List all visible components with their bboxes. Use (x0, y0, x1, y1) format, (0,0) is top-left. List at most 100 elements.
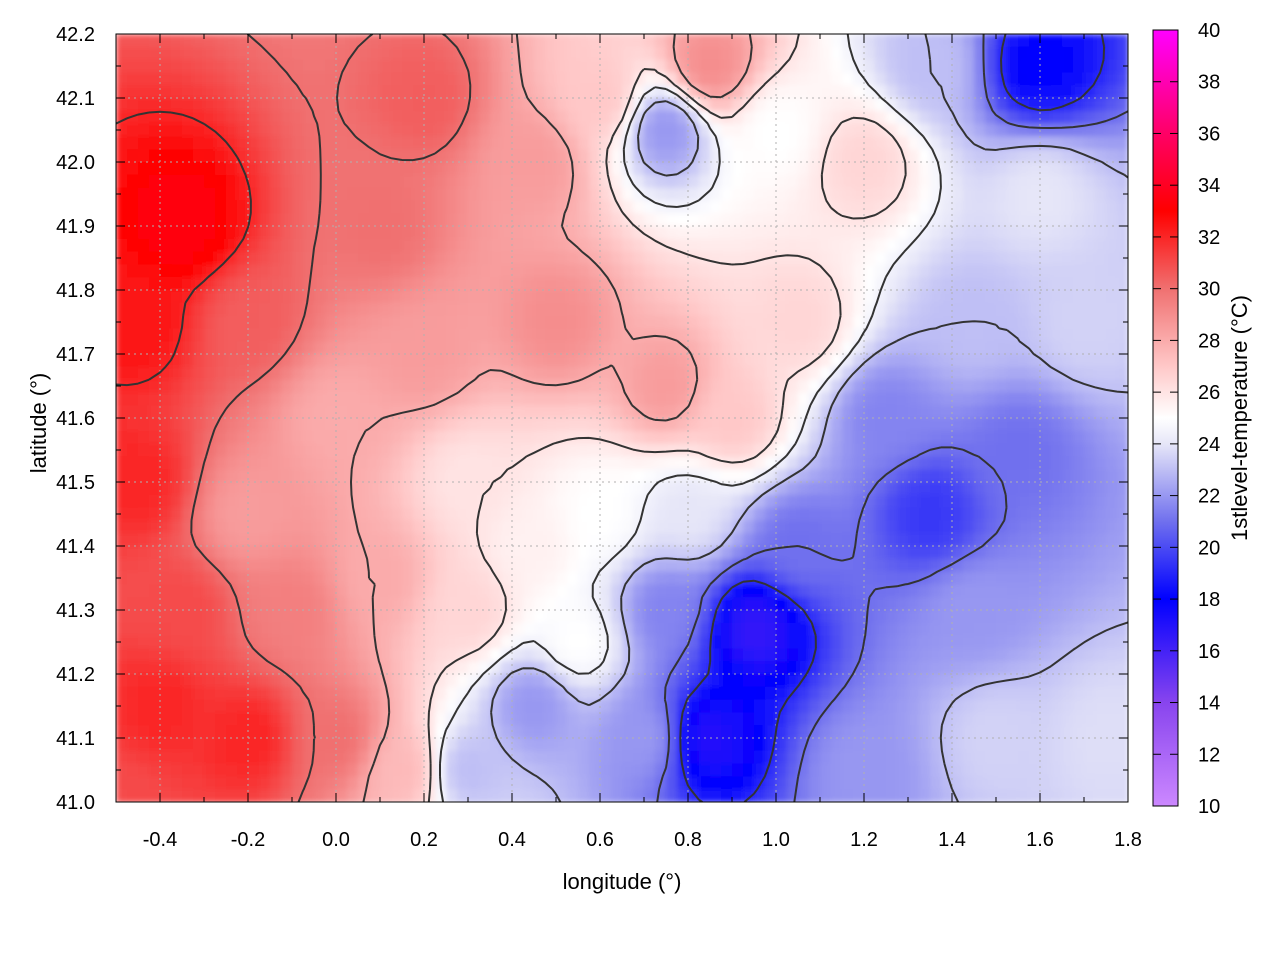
heat-cell (204, 443, 216, 458)
heat-cell (457, 558, 469, 573)
heat-cell (853, 34, 865, 48)
heat-cell (677, 597, 689, 611)
heat-cell (1062, 507, 1074, 522)
heat-cell (292, 469, 304, 483)
heat-cell (875, 200, 887, 214)
heat-cell (886, 226, 898, 240)
heat-cell (336, 85, 348, 99)
heat-cell (776, 72, 788, 86)
heat-cell (127, 443, 139, 458)
heat-cell (600, 85, 612, 99)
heat-cell (655, 520, 667, 534)
heat-cell (127, 277, 139, 291)
heat-cell (853, 674, 865, 688)
heat-cell (193, 674, 205, 688)
heat-cell (1095, 571, 1107, 586)
heat-cell (776, 123, 788, 138)
heat-cell (358, 162, 370, 176)
heat-cell (578, 520, 590, 534)
heat-cell (468, 162, 480, 176)
heat-cell (1106, 226, 1118, 240)
heat-cell (809, 405, 821, 419)
heat-cell (754, 187, 766, 202)
heat-cell (908, 622, 920, 637)
heat-cell (1051, 34, 1063, 48)
heat-cell (974, 238, 986, 253)
heat-cell (589, 456, 601, 470)
heat-cell (974, 123, 986, 138)
heat-cell (1084, 622, 1096, 637)
heat-cell (787, 302, 799, 317)
heat-cell (1084, 430, 1096, 445)
heat-cell (358, 110, 370, 125)
heat-cell (567, 290, 579, 304)
heat-cell (270, 59, 282, 74)
heat-cell (567, 123, 579, 138)
heat-cell (534, 213, 546, 227)
heat-cell (435, 546, 447, 560)
heat-cell (193, 98, 205, 112)
heat-cell (688, 238, 700, 253)
heat-cell (611, 341, 623, 355)
heat-cell (633, 200, 645, 214)
heat-cell (479, 507, 491, 522)
heat-cell (468, 597, 480, 611)
heat-cell (1007, 520, 1019, 534)
heat-cell (248, 699, 260, 714)
heat-cell (1040, 507, 1052, 522)
heat-cell (380, 494, 392, 509)
heat-cell (347, 635, 359, 650)
heat-cell (358, 456, 370, 470)
heat-cell (138, 251, 150, 266)
heat-cell (336, 520, 348, 534)
heat-cell (435, 290, 447, 304)
heat-cell (402, 725, 414, 739)
heat-cell (776, 648, 788, 662)
heat-cell (930, 34, 942, 48)
heat-cell (303, 405, 315, 419)
heat-cell (391, 520, 403, 534)
heat-cell (743, 123, 755, 138)
heat-cell (864, 648, 876, 662)
heat-cell (886, 98, 898, 112)
heat-cell (1007, 85, 1019, 99)
heat-cell (358, 725, 370, 739)
heat-cell (226, 533, 238, 547)
heat-cell (578, 200, 590, 214)
heat-cell (1029, 46, 1041, 61)
heat-cell (138, 366, 150, 381)
heat-cell (996, 584, 1008, 598)
heat-cell (589, 200, 601, 214)
heat-cell (468, 277, 480, 291)
heat-cell (996, 136, 1008, 150)
heat-cell (325, 507, 337, 522)
heat-cell (1040, 290, 1052, 304)
heat-cell (127, 571, 139, 586)
heat-cell (831, 379, 843, 394)
heat-cell (501, 264, 513, 278)
heat-cell (589, 379, 601, 394)
heat-cell (655, 226, 667, 240)
heat-cell (567, 238, 579, 253)
heat-cell (765, 533, 777, 547)
heat-cell (281, 123, 293, 138)
heat-cell (853, 661, 865, 675)
heat-cell (127, 328, 139, 342)
heat-cell (435, 661, 447, 675)
heat-cell (776, 533, 788, 547)
heat-cell (732, 213, 744, 227)
heat-cell (985, 456, 997, 470)
heat-cell (248, 85, 260, 99)
heat-cell (1029, 290, 1041, 304)
heat-cell (985, 469, 997, 483)
heat-cell (831, 430, 843, 445)
heat-cell (820, 430, 832, 445)
heat-cell (193, 558, 205, 573)
heat-cell (226, 494, 238, 509)
heat-cell (325, 405, 337, 419)
heat-cell (732, 136, 744, 150)
heat-cell (930, 443, 942, 458)
heat-cell (336, 610, 348, 624)
heat-cell (1007, 482, 1019, 496)
heat-cell (985, 392, 997, 406)
